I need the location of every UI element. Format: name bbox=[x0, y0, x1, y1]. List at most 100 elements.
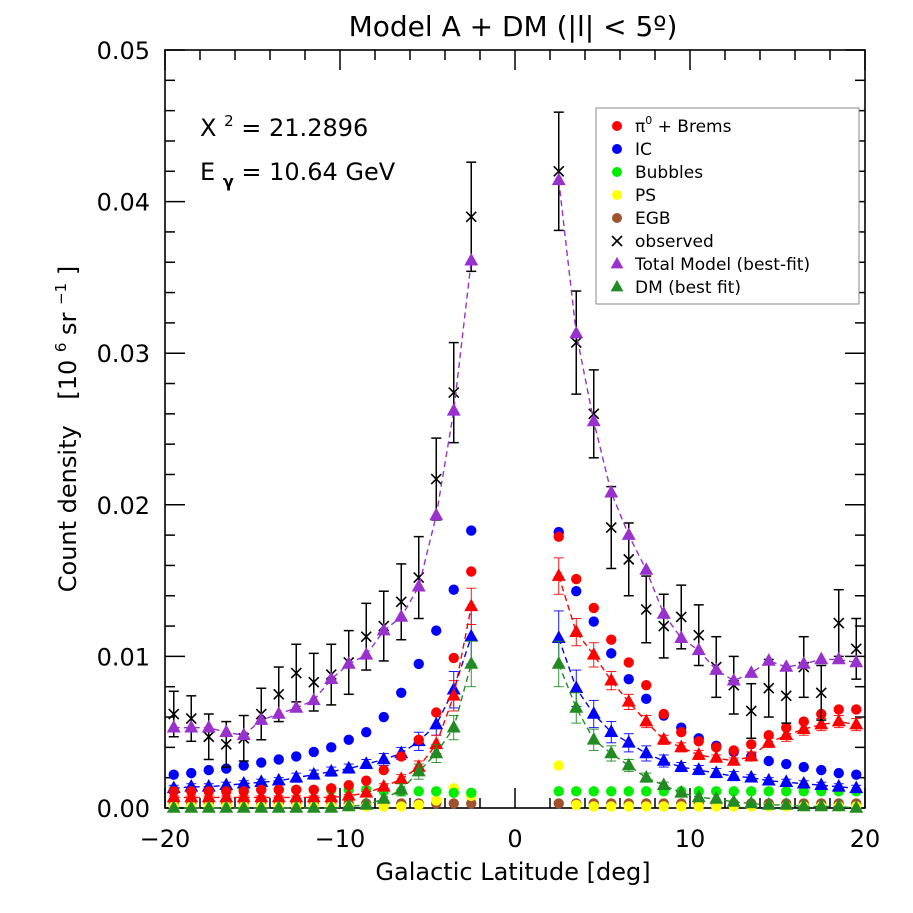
data-point bbox=[849, 654, 864, 668]
data-point bbox=[606, 634, 617, 645]
y-tick-label: 0.05 bbox=[97, 37, 150, 65]
data-point bbox=[726, 672, 741, 686]
data-point bbox=[184, 789, 199, 803]
data-point bbox=[431, 625, 442, 636]
legend-item-ps: PS bbox=[612, 186, 656, 206]
data-point bbox=[446, 719, 461, 733]
data-point bbox=[798, 761, 809, 773]
legend-item-pi-brems: π0 + Brems bbox=[612, 114, 732, 137]
data-point bbox=[289, 769, 304, 783]
data-point bbox=[289, 700, 304, 713]
data-point bbox=[658, 801, 669, 812]
series-dm-best-fit- bbox=[166, 640, 864, 813]
data-point bbox=[289, 800, 304, 813]
data-point bbox=[674, 630, 689, 644]
data-point bbox=[464, 252, 479, 266]
data-point bbox=[220, 738, 232, 750]
data-point bbox=[359, 647, 374, 660]
energy-symbol: E bbox=[200, 158, 215, 186]
data-point bbox=[814, 798, 829, 812]
data-point bbox=[746, 739, 757, 750]
chi-square-exp: 2 bbox=[224, 112, 234, 130]
data-point bbox=[569, 325, 584, 339]
data-point bbox=[236, 800, 251, 813]
series-pifit bbox=[166, 557, 864, 803]
data-point bbox=[256, 757, 267, 768]
x-tick-label: 0 bbox=[507, 825, 522, 853]
data-point bbox=[326, 783, 337, 794]
data-point bbox=[571, 786, 582, 797]
data-point bbox=[254, 712, 269, 725]
y-tick-labels: 0.00 0.01 0.02 0.03 0.04 0.05 bbox=[97, 37, 150, 823]
data-point bbox=[465, 211, 477, 223]
data-point bbox=[341, 760, 356, 774]
data-point bbox=[796, 775, 811, 789]
data-point bbox=[466, 798, 477, 809]
data-point bbox=[413, 734, 424, 745]
data-point bbox=[831, 713, 846, 727]
data-point bbox=[623, 673, 634, 685]
data-point bbox=[324, 671, 339, 684]
data-point bbox=[184, 719, 199, 733]
chi-square-annotation: X 2 = 21.2896 bbox=[200, 104, 368, 142]
data-point bbox=[658, 708, 669, 720]
legend-label: PS bbox=[635, 186, 656, 206]
data-point bbox=[833, 767, 844, 779]
data-point bbox=[360, 631, 372, 643]
data-point bbox=[850, 643, 862, 655]
data-point bbox=[236, 727, 251, 741]
data-point bbox=[779, 774, 794, 788]
data-point bbox=[290, 667, 302, 679]
x-tick-label: 10 bbox=[675, 825, 706, 853]
data-point bbox=[831, 778, 846, 792]
data-point bbox=[203, 731, 215, 743]
data-point bbox=[306, 789, 321, 803]
series-total-model-best-fit- bbox=[166, 172, 864, 741]
data-point bbox=[238, 760, 249, 771]
data-point bbox=[166, 719, 181, 733]
legend-label: Total Model (best-fit) bbox=[634, 255, 810, 275]
data-point bbox=[343, 780, 354, 791]
data-point bbox=[744, 769, 759, 783]
data-point bbox=[779, 797, 794, 810]
data-point bbox=[291, 751, 302, 762]
data-point bbox=[221, 763, 232, 774]
data-point bbox=[745, 705, 757, 717]
data-point bbox=[448, 787, 459, 799]
data-point bbox=[588, 602, 599, 614]
legend-box bbox=[595, 107, 860, 305]
data-point bbox=[781, 786, 792, 797]
data-point bbox=[604, 672, 619, 686]
data-point bbox=[656, 753, 671, 766]
data-point bbox=[254, 774, 269, 788]
data-point bbox=[814, 651, 829, 665]
data-point bbox=[273, 754, 284, 765]
data-point bbox=[361, 727, 372, 738]
data-point bbox=[466, 787, 477, 799]
data-point bbox=[693, 801, 704, 812]
data-point bbox=[675, 611, 687, 623]
data-point bbox=[709, 662, 724, 675]
data-point bbox=[674, 785, 689, 798]
data-point bbox=[849, 716, 864, 730]
legend-marker bbox=[610, 256, 624, 269]
data-point bbox=[413, 658, 424, 670]
data-point bbox=[779, 659, 794, 672]
data-point bbox=[341, 798, 356, 812]
data-point bbox=[553, 165, 565, 177]
data-point bbox=[606, 801, 617, 812]
series-line bbox=[558, 663, 857, 809]
data-point bbox=[623, 553, 635, 565]
data-point bbox=[271, 800, 286, 813]
data-point bbox=[289, 789, 304, 803]
series-ic bbox=[168, 525, 862, 780]
energy-value: = 10.64 GeV bbox=[241, 158, 395, 186]
y-axis-unit-end: ] bbox=[54, 266, 82, 275]
legend-marker bbox=[612, 121, 622, 131]
data-point bbox=[744, 665, 759, 678]
data-point bbox=[464, 628, 479, 642]
data-point bbox=[761, 735, 776, 748]
y-axis-label-text: Count density bbox=[54, 425, 82, 592]
data-point bbox=[658, 620, 670, 632]
data-point bbox=[219, 789, 234, 803]
